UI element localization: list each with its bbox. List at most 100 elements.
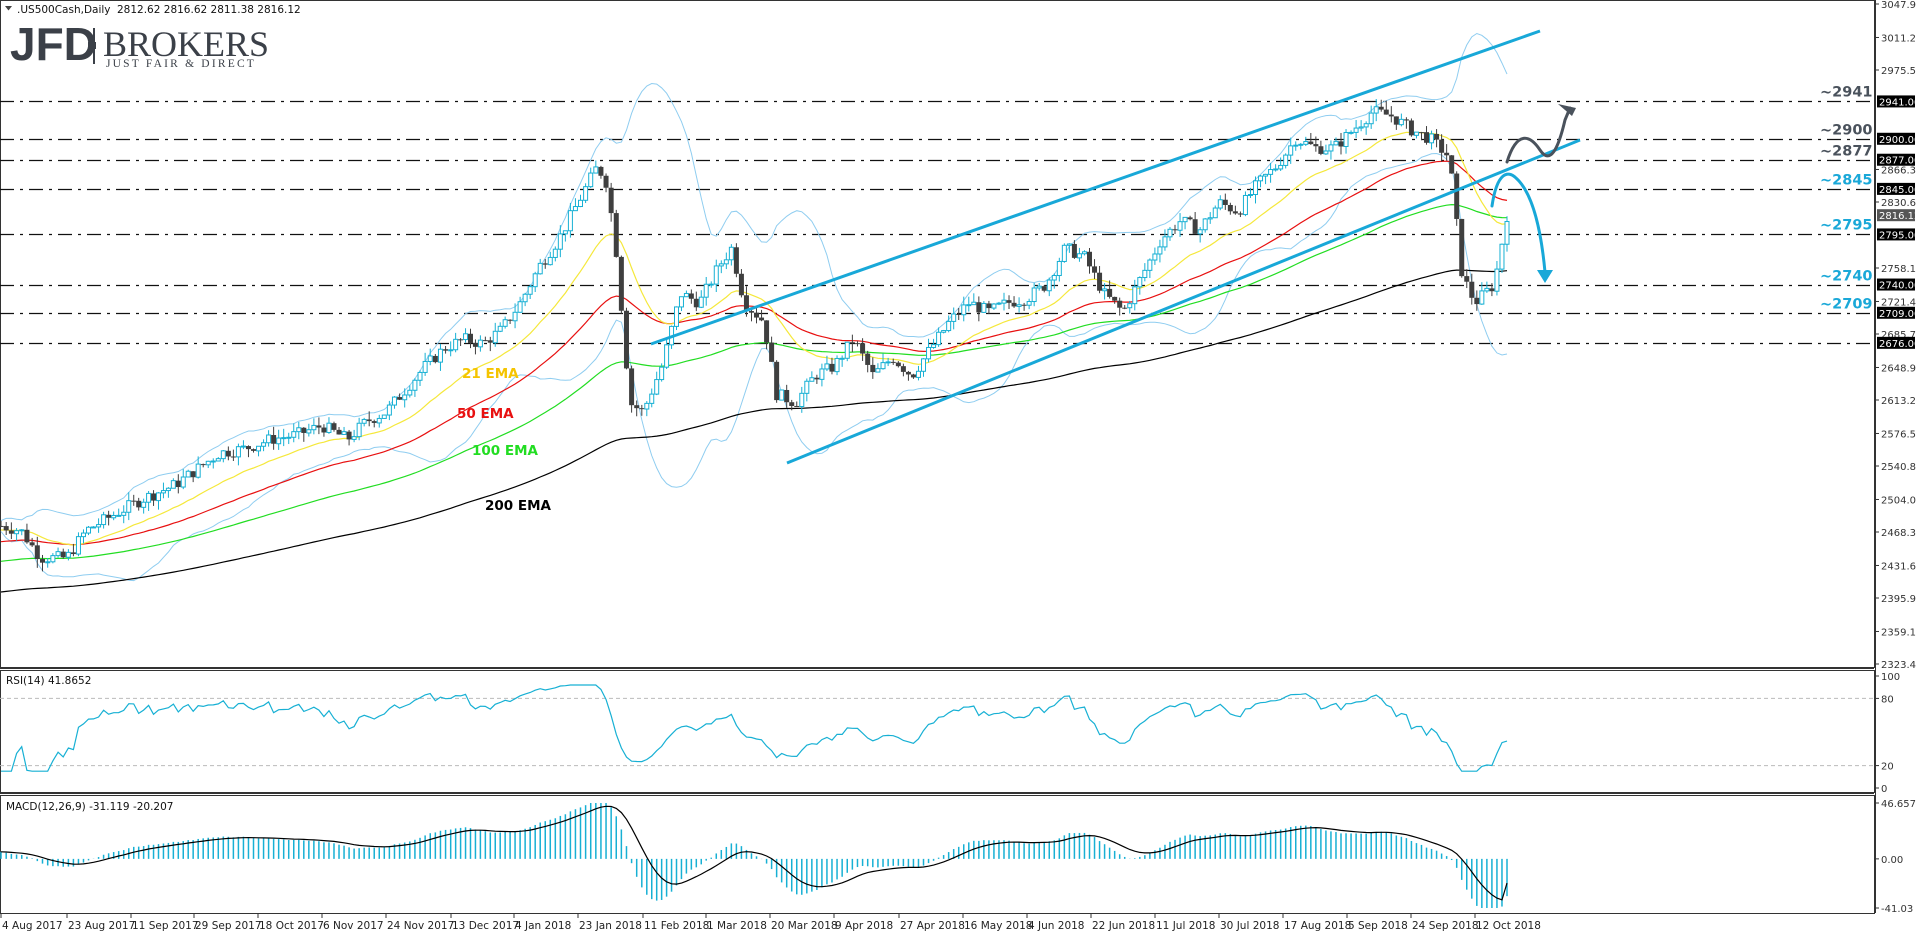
- price-axis: 3047.95 3011.20 2975.50 2941.00 2900.00 2877.…: [1875, 0, 1916, 915]
- arrow-head-up-icon: [1558, 104, 1576, 116]
- date-tick-label: 4 Jan 2018: [515, 920, 571, 932]
- level-label: ~2709: [1820, 297, 1873, 313]
- svg-text:2900.00: 2900.00: [1879, 135, 1916, 146]
- horizontal-levels: ~2941 ~2900 ~2877 ~2845 ~2795 ~2740 ~2709: [0, 85, 1874, 345]
- level-label: ~2795: [1820, 218, 1873, 234]
- level-label: ~2740: [1820, 269, 1873, 285]
- price-level-box: [1877, 306, 1915, 319]
- date-tick-label: 11 Jul 2018: [1156, 920, 1215, 932]
- bollinger-lower: [0, 152, 1508, 582]
- current-price-box: [1877, 209, 1915, 222]
- price-level-box: [1877, 228, 1915, 241]
- date-tick-label: 4 Jun 2018: [1028, 920, 1084, 932]
- date-tick-label: 30 Jul 2018: [1220, 920, 1279, 932]
- candlesticks: [0, 99, 1510, 572]
- date-tick-label: 18 Oct 2017: [259, 920, 324, 932]
- bearish-scenario-arrow: [1490, 172, 1547, 274]
- date-tick-label: 16 May 2018: [964, 920, 1032, 932]
- price-level-box: [1877, 182, 1915, 195]
- svg-text:2758.15: 2758.15: [1881, 264, 1916, 275]
- main-chart-frame: [0, 0, 1875, 914]
- ema50-label: 50 EMA: [457, 406, 514, 422]
- svg-text:-41.03: -41.03: [1881, 904, 1913, 915]
- svg-text:2395.90: 2395.90: [1881, 594, 1916, 605]
- date-tick-label: 24 Sep 2018: [1412, 920, 1479, 932]
- rsi-panel: [0, 684, 1874, 772]
- ohlc-values: 2812.62 2816.62 2811.38 2816.12: [117, 4, 301, 16]
- rsi-title: RSI(14) 41.8652: [6, 675, 91, 687]
- price-level-box: [1877, 132, 1915, 145]
- date-tick-label: 4 Aug 2017: [2, 920, 63, 932]
- ema100-label: 100 EMA: [472, 443, 539, 459]
- svg-text:46.657: 46.657: [1881, 799, 1916, 810]
- svg-text:2709.00: 2709.00: [1879, 309, 1916, 320]
- date-tick-label: 11 Sep 2017: [132, 920, 199, 932]
- triangle-down-icon[interactable]: [5, 6, 12, 11]
- bollinger-bands: [0, 32, 1508, 582]
- date-tick-label: 1 Mar 2018: [707, 920, 767, 932]
- logo-notch: [88, 42, 96, 49]
- ema200-line: [0, 269, 1508, 593]
- svg-text:3011.20: 3011.20: [1881, 33, 1916, 44]
- date-tick-label: 6 Nov 2017: [323, 920, 384, 932]
- ema200-label: 200 EMA: [485, 498, 552, 514]
- svg-text:2877.00: 2877.00: [1879, 156, 1916, 167]
- scenario-arrows: [1490, 104, 1576, 283]
- svg-text:2676.00: 2676.00: [1879, 339, 1916, 350]
- rsi-line: [1, 684, 1508, 772]
- price-level-box: [1877, 336, 1915, 349]
- ascending-channel[interactable]: [650, 29, 1581, 465]
- ema100-line: [0, 203, 1508, 562]
- date-tick-label: 27 Apr 2018: [900, 920, 965, 932]
- chart-header: .US500Cash,Daily 2812.62 2816.62 2811.38…: [5, 4, 301, 16]
- arrow-head-down-icon: [1537, 270, 1553, 283]
- date-tick-label: 20 Mar 2018: [771, 920, 838, 932]
- bullish-scenario-arrow: [1505, 106, 1572, 164]
- date-tick-label: 17 Aug 2018: [1284, 920, 1351, 932]
- price-level-box: [1877, 95, 1915, 108]
- svg-text:0: 0: [1881, 784, 1887, 795]
- svg-text:100: 100: [1881, 672, 1900, 683]
- svg-text:2359.15: 2359.15: [1881, 627, 1916, 638]
- macd-signal-line: [0, 805, 1508, 901]
- date-tick-label: 9 Apr 2018: [835, 920, 893, 932]
- svg-text:2721.40: 2721.40: [1881, 297, 1916, 308]
- svg-text:80: 80: [1881, 694, 1894, 705]
- svg-text:2468.35: 2468.35: [1881, 528, 1916, 539]
- symbol-title: .US500Cash,Daily: [17, 4, 111, 16]
- svg-text:2504.05: 2504.05: [1881, 495, 1916, 506]
- svg-text:0.00: 0.00: [1881, 855, 1903, 866]
- ema21-line: [1, 131, 1508, 546]
- svg-text:2845.00: 2845.00: [1879, 185, 1916, 196]
- logo-tagline: JUST FAIR & DIRECT: [106, 58, 256, 70]
- svg-text:2795.00: 2795.00: [1879, 230, 1916, 241]
- svg-text:2685.70: 2685.70: [1881, 330, 1916, 341]
- svg-text:20: 20: [1881, 762, 1894, 773]
- macd-title: MACD(12,26,9) -31.119 -20.207: [6, 801, 173, 813]
- svg-text:2613.25: 2613.25: [1881, 396, 1916, 407]
- brand-logo: JFD BROKERS JUST FAIR & DIRECT: [10, 18, 269, 70]
- date-tick-label: 5 Sep 2018: [1348, 920, 1408, 932]
- level-label: ~2941: [1820, 85, 1873, 101]
- channel-upper-line[interactable]: [650, 29, 1541, 346]
- date-tick-label: 24 Nov 2017: [387, 920, 454, 932]
- svg-text:2941.00: 2941.00: [1879, 97, 1916, 108]
- channel-lower-line[interactable]: [786, 138, 1581, 465]
- svg-text:2431.60: 2431.60: [1881, 561, 1916, 572]
- svg-text:2648.95: 2648.95: [1881, 363, 1916, 374]
- level-label: ~2877: [1820, 144, 1873, 160]
- date-tick-label: 12 Oct 2018: [1476, 920, 1541, 932]
- svg-text:2740.00: 2740.00: [1879, 281, 1916, 292]
- svg-text:2323.45: 2323.45: [1881, 660, 1916, 671]
- svg-text:2540.80: 2540.80: [1881, 462, 1916, 473]
- logo-jfd: JFD: [10, 18, 97, 70]
- svg-text:2816.12: 2816.12: [1879, 211, 1916, 222]
- date-tick-label: 23 Aug 2017: [68, 920, 135, 932]
- price-level-box: [1877, 153, 1915, 166]
- level-label: ~2900: [1820, 123, 1873, 139]
- level-label: ~2845: [1820, 173, 1873, 189]
- date-tick-label: 23 Jan 2018: [579, 920, 642, 932]
- price-level-box: [1877, 278, 1915, 291]
